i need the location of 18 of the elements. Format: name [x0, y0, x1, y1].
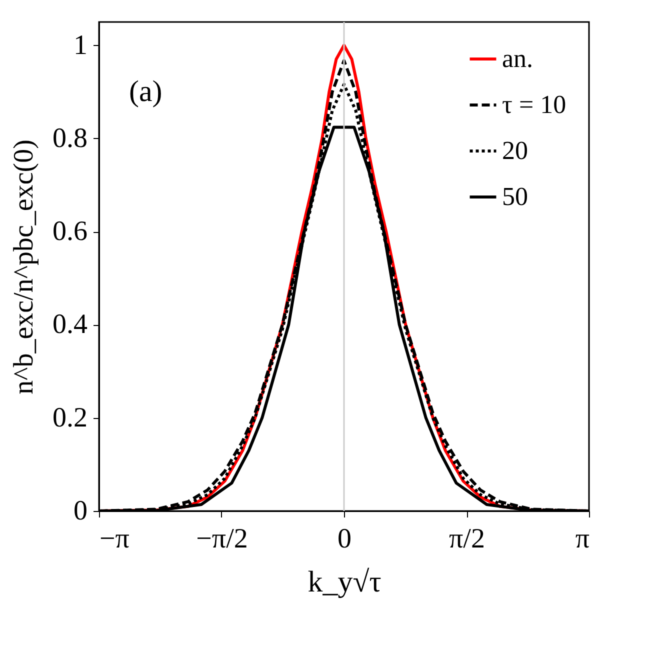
- legend-label: τ = 10: [502, 90, 566, 119]
- x-tick-label: π: [575, 524, 590, 554]
- y-tick-label: 1: [74, 30, 88, 61]
- x-tick-label: −π/2: [196, 524, 248, 554]
- x-axis-title: k_y√τ: [308, 566, 382, 598]
- y-tick-label: 0.6: [52, 216, 88, 248]
- y-tick-label: 0.8: [52, 122, 88, 154]
- x-tick-label: 0: [338, 524, 352, 554]
- legend-label: 20: [502, 136, 528, 165]
- annotation: (a): [129, 75, 162, 108]
- y-tick-label: 0.4: [52, 309, 88, 340]
- x-tick-label: π/2: [449, 524, 485, 554]
- y-axis-title: n^b_exc/n^pbc_exc(0): [8, 140, 40, 394]
- legend-label: an.: [502, 44, 534, 73]
- legend-label: 50: [502, 182, 528, 211]
- x-tick-label: −π: [100, 524, 130, 554]
- y-tick-label: 0.2: [52, 402, 88, 434]
- y-tick-label: 0: [74, 496, 88, 526]
